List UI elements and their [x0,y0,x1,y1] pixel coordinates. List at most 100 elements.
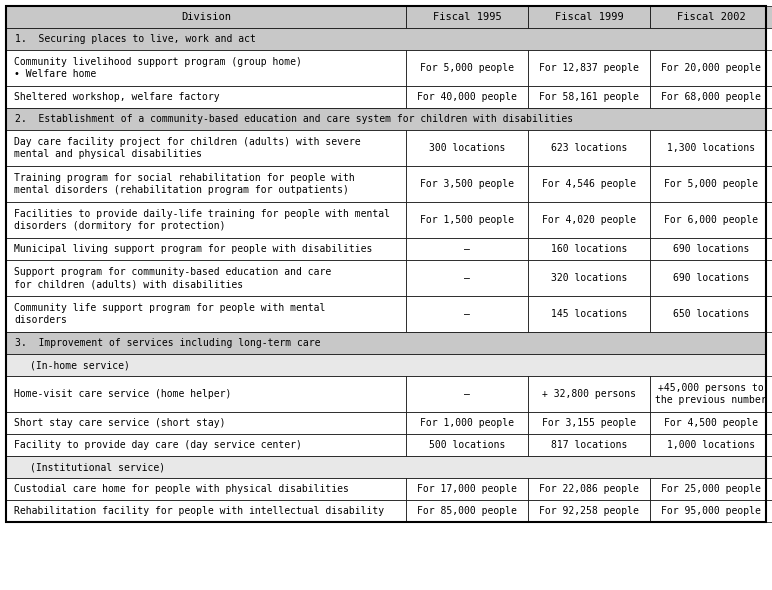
Bar [528,202,650,238]
Text: 1,000 locations: 1,000 locations [667,440,755,450]
Text: Rehabilitation facility for people with intellectual disability: Rehabilitation facility for people with … [14,506,384,516]
Text: (In-home service): (In-home service) [30,360,130,370]
Bar [6,434,406,456]
Bar [650,500,772,522]
Bar [6,412,406,434]
Text: For 12,837 people: For 12,837 people [539,63,639,73]
Text: Fiscal 1995: Fiscal 1995 [432,12,501,22]
Text: For 68,000 people: For 68,000 people [661,92,761,102]
Bar [6,28,766,50]
Bar [406,412,528,434]
Bar [406,376,528,412]
Text: For 4,500 people: For 4,500 people [664,418,758,428]
Text: Sheltered workshop, welfare factory: Sheltered workshop, welfare factory [14,92,219,102]
Bar [6,500,406,522]
Bar [6,332,766,354]
Text: Support program for community-based education and care
for children (adults) wit: Support program for community-based educ… [14,267,331,289]
Bar [6,166,406,202]
Bar [406,296,528,332]
Text: For 17,000 people: For 17,000 people [417,484,517,494]
Text: Day care facility project for children (adults) with severe
mental and physical : Day care facility project for children (… [14,137,361,159]
Text: Facility to provide day care (day service center): Facility to provide day care (day servic… [14,440,302,450]
Bar [650,238,772,260]
Bar [6,456,766,478]
Bar [528,50,650,86]
Text: For 4,546 people: For 4,546 people [542,179,636,189]
Bar [6,50,406,86]
Text: For 1,000 people: For 1,000 people [420,418,514,428]
Bar [528,478,650,500]
Text: Fiscal 2002: Fiscal 2002 [676,12,746,22]
Text: Municipal living support program for people with disabilities: Municipal living support program for peo… [14,244,372,254]
Text: 1,300 locations: 1,300 locations [667,143,755,153]
Bar [528,6,650,28]
Text: 145 locations: 145 locations [550,309,627,319]
Bar [650,202,772,238]
Text: 2.  Establishment of a community-based education and care system for children wi: 2. Establishment of a community-based ed… [15,114,573,124]
Text: Training program for social rehabilitation for people with
mental disorders (reh: Training program for social rehabilitati… [14,173,355,195]
Text: For 95,000 people: For 95,000 people [661,506,761,516]
Text: +45,000 persons to
the previous number: +45,000 persons to the previous number [655,383,767,405]
Text: Custodial care home for people with physical disabilities: Custodial care home for people with phys… [14,484,349,494]
Bar [650,412,772,434]
Text: Facilities to provide daily-life training for people with mental
disorders (dorm: Facilities to provide daily-life trainin… [14,209,390,231]
Text: Community life support program for people with mental
disorders: Community life support program for peopl… [14,303,325,325]
Text: For 40,000 people: For 40,000 people [417,92,517,102]
Text: Home-visit care service (home helper): Home-visit care service (home helper) [14,389,232,399]
Text: 160 locations: 160 locations [550,244,627,254]
Bar [6,260,406,296]
Bar [6,202,406,238]
Text: –: – [464,273,470,283]
Bar [6,6,406,28]
Bar [406,500,528,522]
Bar [406,238,528,260]
Bar [406,86,528,108]
Text: –: – [464,309,470,319]
Bar [6,108,766,130]
Text: (Institutional service): (Institutional service) [30,462,165,472]
Text: Community livelihood support program (group home)
• Welfare home: Community livelihood support program (gr… [14,57,302,79]
Text: For 3,500 people: For 3,500 people [420,179,514,189]
Bar [528,376,650,412]
Bar [406,202,528,238]
Bar [406,130,528,166]
Text: For 20,000 people: For 20,000 people [661,63,761,73]
Bar [650,50,772,86]
Bar [406,260,528,296]
Bar [650,86,772,108]
Text: For 3,155 people: For 3,155 people [542,418,636,428]
Bar [6,86,406,108]
Bar [406,434,528,456]
Bar [6,296,406,332]
Text: For 5,000 people: For 5,000 people [420,63,514,73]
Text: For 22,086 people: For 22,086 people [539,484,639,494]
Text: 1.  Securing places to live, work and act: 1. Securing places to live, work and act [15,34,256,44]
Text: For 6,000 people: For 6,000 people [664,215,758,225]
Bar [528,434,650,456]
Bar [528,238,650,260]
Bar [6,238,406,260]
Text: Fiscal 1999: Fiscal 1999 [554,12,623,22]
Bar [528,412,650,434]
Text: For 58,161 people: For 58,161 people [539,92,639,102]
Bar [6,354,766,376]
Text: 690 locations: 690 locations [673,273,749,283]
Text: For 92,258 people: For 92,258 people [539,506,639,516]
Bar [528,296,650,332]
Text: For 1,500 people: For 1,500 people [420,215,514,225]
Bar [650,260,772,296]
Text: Short stay care service (short stay): Short stay care service (short stay) [14,418,225,428]
Text: For 4,020 people: For 4,020 people [542,215,636,225]
Bar [406,478,528,500]
Text: 690 locations: 690 locations [673,244,749,254]
Bar [6,6,766,522]
Bar [6,478,406,500]
Text: 817 locations: 817 locations [550,440,627,450]
Bar [528,130,650,166]
Bar [650,166,772,202]
Text: For 85,000 people: For 85,000 people [417,506,517,516]
Text: 623 locations: 623 locations [550,143,627,153]
Bar [650,130,772,166]
Text: Division: Division [181,12,231,22]
Text: 3.  Improvement of services including long-term care: 3. Improvement of services including lon… [15,338,320,348]
